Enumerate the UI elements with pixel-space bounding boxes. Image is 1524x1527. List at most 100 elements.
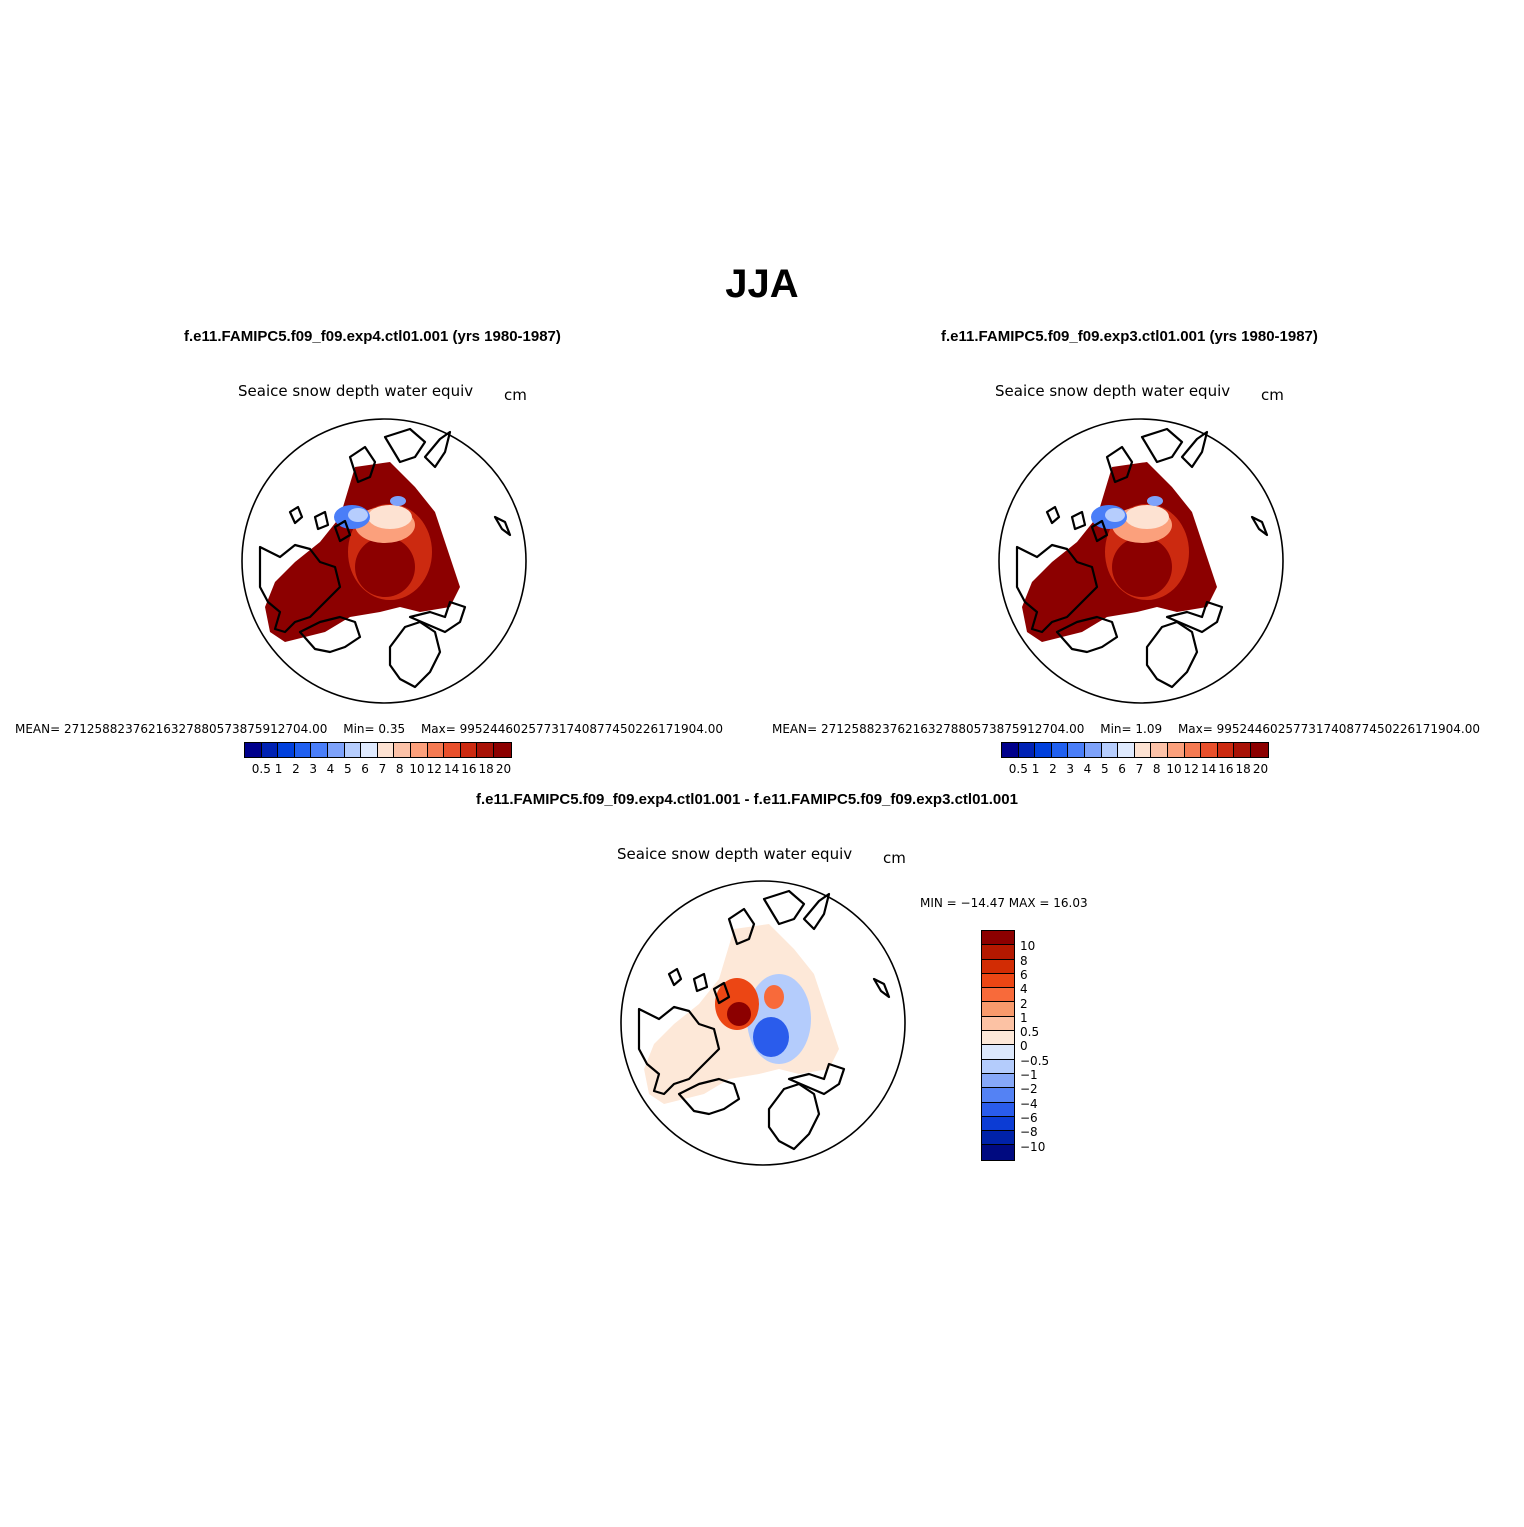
colorbar-level-label: 6 [1020, 967, 1028, 982]
map-boundary-circle [241, 418, 527, 704]
land-outline [637, 1005, 721, 1096]
colorbar-diff [981, 930, 1015, 1161]
stats-exp3: MEAN= 27125882376216327880573875912704.0… [772, 722, 1492, 736]
colorbar-swatch [1068, 743, 1085, 757]
max-value-exp4: Max= 99524460257731740877450226171904.00 [420, 722, 724, 736]
colorbar-swatch [460, 743, 478, 757]
colorbar-swatch [1217, 743, 1235, 757]
colorbar-exp4 [244, 742, 512, 758]
colorbar-swatch [1118, 743, 1135, 757]
colorbar-swatch [982, 945, 1014, 960]
colorbar-level-label: 7 [1135, 762, 1144, 776]
land-outline [1145, 620, 1199, 689]
land-outline [767, 1082, 821, 1151]
colorbar-level-label: 0.5 [251, 762, 271, 776]
panel-title-exp4: f.e11.FAMIPC5.f09_f09.exp4.ctl01.001 (yr… [184, 328, 561, 345]
land-outline [1165, 600, 1224, 634]
land-outline [313, 510, 330, 531]
land-outline [787, 1062, 846, 1096]
colorbar-level-label: 10 [1166, 762, 1182, 776]
colorbar-swatch [982, 1102, 1014, 1117]
ice-region [368, 505, 412, 529]
ice-region [355, 537, 415, 597]
colorbar-level-label: 18 [1235, 762, 1251, 776]
colorbar-level-label: 2 [292, 762, 300, 776]
colorbar-level-label: 8 [1020, 953, 1028, 968]
colorbar-level-label: −8 [1020, 1125, 1038, 1140]
colorbar-level-label: 7 [378, 762, 387, 776]
land-outline [388, 620, 442, 689]
land-outline [423, 430, 452, 469]
land-outline [348, 445, 377, 484]
land-outline [1045, 505, 1061, 525]
colorbar-swatch [982, 1059, 1014, 1074]
land-outline [677, 1077, 741, 1116]
diff-region [753, 1017, 789, 1057]
units-label-exp3: cm [1261, 386, 1284, 404]
colorbar-swatch [1167, 743, 1185, 757]
colorbar-swatch [1018, 743, 1036, 757]
colorbar-swatch [410, 743, 428, 757]
land-outline [258, 543, 342, 634]
ice-region [390, 496, 406, 506]
colorbar-swatch [982, 959, 1014, 974]
colorbar-level-label: 14 [443, 762, 460, 776]
colorbar-swatch [294, 743, 312, 757]
colorbar-swatch [982, 1131, 1014, 1146]
colorbar-swatch [261, 743, 279, 757]
colorbar-swatch [245, 743, 262, 757]
colorbar-level-label: 4 [1020, 982, 1028, 997]
colorbar-level-label: 18 [478, 762, 494, 776]
colorbar-level-label: −4 [1020, 1096, 1038, 1111]
land-outline [872, 977, 891, 999]
land-outline [762, 889, 806, 926]
colorbar-level-label: 3 [1066, 762, 1075, 776]
colorbar-level-label: 16 [461, 762, 477, 776]
land-outline [333, 519, 352, 543]
colorbar-swatch [982, 1145, 1014, 1160]
colorbar-swatch [493, 743, 511, 757]
colorbar-level-label: 1 [1020, 1010, 1028, 1025]
colorbar-level-label: 6 [361, 762, 369, 776]
land-outline [1015, 543, 1099, 634]
colorbar-level-label: 12 [1183, 762, 1199, 776]
colorbar-level-label: −2 [1020, 1082, 1038, 1097]
colorbar-swatch [1101, 743, 1119, 757]
colorbar-level-label: 12 [426, 762, 442, 776]
panel-title-diff: f.e11.FAMIPC5.f09_f09.exp4.ctl01.001 - f… [476, 791, 1018, 808]
colorbar-swatch [1234, 743, 1251, 757]
colorbar-swatch [982, 931, 1014, 946]
colorbar-swatch [344, 743, 362, 757]
land-outline [1070, 510, 1087, 531]
colorbar-swatch [361, 743, 378, 757]
land-outline [1140, 427, 1184, 464]
ice-region [1147, 496, 1163, 506]
colorbar-level-label: 6 [1118, 762, 1126, 776]
min-value-exp3: Min= 1.09 [1100, 722, 1163, 736]
colorbar-swatch [982, 1002, 1014, 1017]
minmax-diff: MIN = −14.47 MAX = 16.03 [920, 896, 1088, 910]
colorbar-swatch [427, 743, 445, 757]
variable-label-diff: Seaice snow depth water equiv [617, 845, 853, 863]
colorbar-swatch [982, 988, 1014, 1003]
units-label-diff: cm [883, 849, 906, 867]
colorbar-swatch [982, 973, 1014, 989]
colorbar-level-label: −1 [1020, 1068, 1038, 1082]
stats-exp4: MEAN= 27125882376216327880573875912704.0… [15, 722, 735, 736]
colorbar-level-label: 5 [343, 762, 352, 776]
colorbar-swatch [394, 743, 411, 757]
diff-field [644, 924, 839, 1104]
ice-field [1022, 462, 1217, 642]
land-outline [692, 972, 709, 993]
polar-map-diff [620, 880, 906, 1166]
land-outline [727, 907, 756, 946]
mean-value-exp3: MEAN= 27125882376216327880573875912704.0… [772, 722, 1085, 736]
colorbar-swatch [1184, 743, 1202, 757]
colorbar-swatch [1201, 743, 1218, 757]
colorbar-level-label: 5 [1100, 762, 1109, 776]
diff-region [764, 985, 784, 1009]
colorbar-swatch [982, 1116, 1014, 1132]
colorbar-swatch [1051, 743, 1069, 757]
land-outline [1090, 519, 1109, 543]
colorbar-swatch [1084, 743, 1102, 757]
